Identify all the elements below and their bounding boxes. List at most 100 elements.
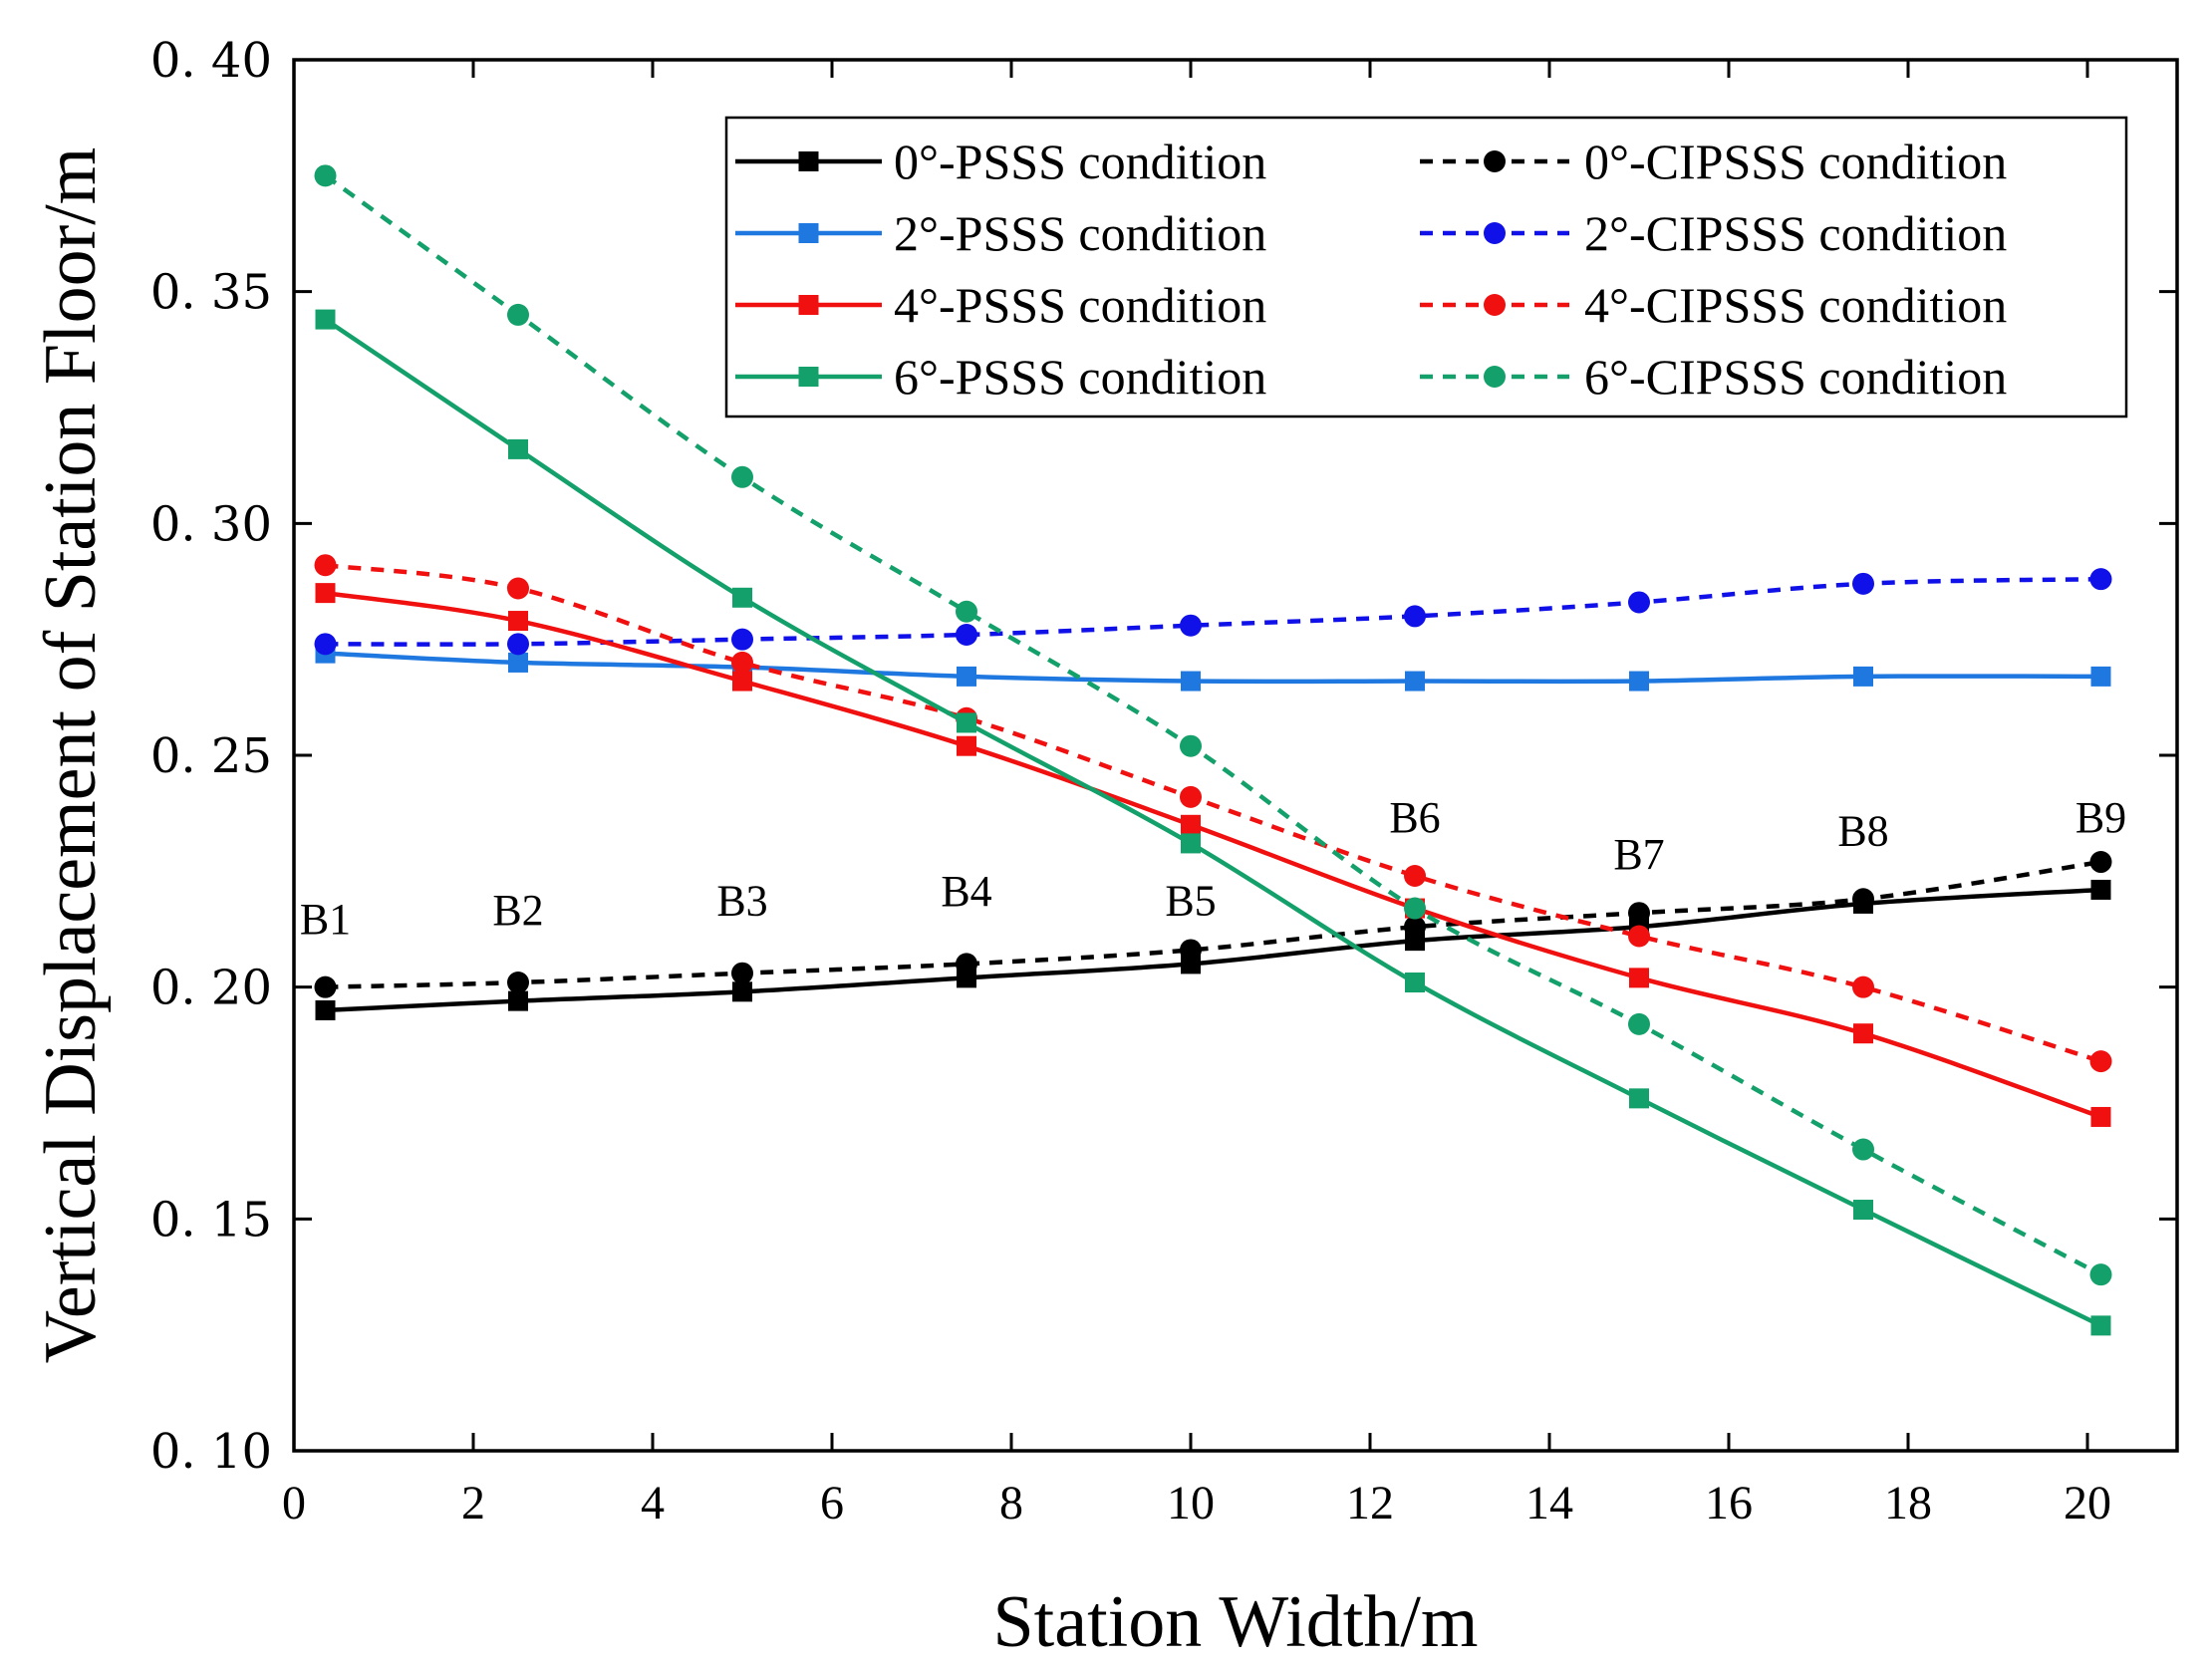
- legend-item: 6°-PSSS condition: [735, 349, 1266, 405]
- x-tick-label: 4: [641, 1477, 665, 1530]
- data-point: [314, 975, 337, 998]
- data-point: [2089, 1050, 2112, 1073]
- data-point: [956, 624, 977, 647]
- legend-item: 2°-PSSS condition: [735, 205, 1266, 261]
- data-point: [315, 999, 336, 1020]
- data-point: [731, 465, 753, 488]
- data-point: [732, 587, 752, 608]
- legend-item: 2°-CIPSSS condition: [1420, 205, 2007, 261]
- axis-ticks: 0 2 4 6 8 10 12 14 16 18 20 0. 10 0. 15 0. 20 0. 25 0. …: [150, 33, 2177, 1530]
- legend: 0°-PSSS condition 0°-CIPSSS condition 2°-P…: [724, 116, 2128, 418]
- data-point: [1628, 1012, 1650, 1035]
- data-point: [2090, 1106, 2111, 1127]
- data-point: [1180, 614, 1202, 637]
- data-point: [314, 554, 337, 577]
- legend-swatch-marker: [798, 295, 819, 315]
- x-axis-title: Station Width/m: [993, 1581, 1479, 1663]
- x-tick-label: 12: [1346, 1477, 1394, 1530]
- legend-swatch-marker: [1484, 150, 1506, 172]
- annotation-label: B2: [492, 886, 543, 935]
- legend-label: 0°-PSSS condition: [894, 134, 1266, 189]
- data-point: [1853, 1023, 1873, 1044]
- annotation-label: B1: [300, 895, 351, 944]
- data-point: [2089, 851, 2112, 874]
- data-point: [1404, 605, 1426, 628]
- data-point: [508, 990, 528, 1011]
- data-point: [1181, 671, 1201, 692]
- legend-label: 2°-PSSS condition: [894, 205, 1266, 261]
- data-point: [507, 972, 529, 994]
- x-tick-label: 20: [2064, 1477, 2111, 1530]
- legend-label: 2°-CIPSSS condition: [1584, 205, 2007, 261]
- data-point: [2089, 568, 2112, 591]
- data-point: [731, 628, 753, 651]
- legend-swatch-marker: [798, 367, 819, 387]
- data-point: [508, 438, 528, 459]
- legend-swatch-marker: [798, 223, 819, 243]
- annotation-label: B3: [716, 877, 767, 926]
- annotation-label: B9: [2075, 793, 2126, 842]
- legend-swatch-marker: [1484, 366, 1506, 388]
- legend-box: [724, 116, 2128, 418]
- data-point: [1181, 833, 1201, 854]
- x-tick-label: 16: [1705, 1477, 1753, 1530]
- data-point: [1405, 671, 1425, 692]
- x-tick-label: 0: [282, 1477, 306, 1530]
- legend-label: 0°-CIPSSS condition: [1584, 134, 2007, 189]
- series-line: [324, 317, 2102, 1328]
- annotation-label: B4: [941, 867, 991, 916]
- data-point: [731, 651, 753, 674]
- y-tick-label: 0. 25: [150, 728, 272, 784]
- data-point: [957, 735, 976, 756]
- series-4deg-cipsss-condition: [314, 554, 2112, 1073]
- series-2deg-psss-condition: [315, 643, 2111, 692]
- data-point: [1629, 671, 1649, 692]
- legend-swatch-marker: [1484, 222, 1506, 244]
- point-annotations: B1 B2 B3 B4 B5 B6 B7 B8 B9: [300, 793, 2126, 944]
- series-line: [325, 859, 2101, 989]
- legend-item: 6°-CIPSSS condition: [1420, 349, 2007, 405]
- data-point: [1180, 734, 1202, 757]
- data-point: [315, 583, 336, 604]
- legend-swatch-marker: [798, 151, 819, 171]
- data-point: [507, 577, 529, 600]
- data-point: [1852, 572, 1874, 595]
- data-point: [1404, 897, 1426, 920]
- legend-label: 6°-CIPSSS condition: [1584, 349, 2007, 405]
- series-line: [325, 651, 2101, 685]
- annotation-label: B6: [1389, 793, 1440, 842]
- data-point: [2090, 666, 2111, 687]
- data-point: [314, 633, 337, 656]
- data-point: [315, 309, 336, 330]
- data-point: [1628, 591, 1650, 614]
- legend-item: 0°-PSSS condition: [735, 134, 1266, 189]
- annotation-label: B7: [1613, 830, 1664, 879]
- legend-label: 4°-PSSS condition: [894, 277, 1266, 333]
- data-point: [956, 953, 977, 975]
- data-point: [507, 303, 529, 326]
- series-4deg-psss-condition: [315, 583, 2111, 1127]
- data-point: [1180, 785, 1202, 808]
- data-point: [1180, 939, 1202, 962]
- data-point: [1852, 1138, 1874, 1161]
- data-point: [957, 666, 976, 687]
- data-point: [1628, 902, 1650, 925]
- data-point: [732, 671, 752, 692]
- y-tick-label: 0. 10: [150, 1424, 272, 1480]
- series-2deg-cipsss-condition: [314, 568, 2112, 656]
- x-tick-label: 14: [1525, 1477, 1573, 1530]
- legend-label: 6°-PSSS condition: [894, 349, 1266, 405]
- data-point: [314, 164, 337, 187]
- annotation-label: B5: [1165, 877, 1216, 926]
- data-point: [1853, 666, 1873, 687]
- data-point: [1852, 888, 1874, 911]
- series-0deg-cipsss-condition: [314, 851, 2112, 998]
- y-tick-label: 0. 35: [150, 265, 272, 321]
- data-point: [2090, 1315, 2111, 1336]
- y-tick-label: 0. 15: [150, 1192, 272, 1248]
- data-point: [1405, 973, 1425, 993]
- legend-item: 4°-PSSS condition: [735, 277, 1266, 333]
- y-tick-label: 0. 20: [150, 961, 272, 1016]
- data-point: [507, 633, 529, 656]
